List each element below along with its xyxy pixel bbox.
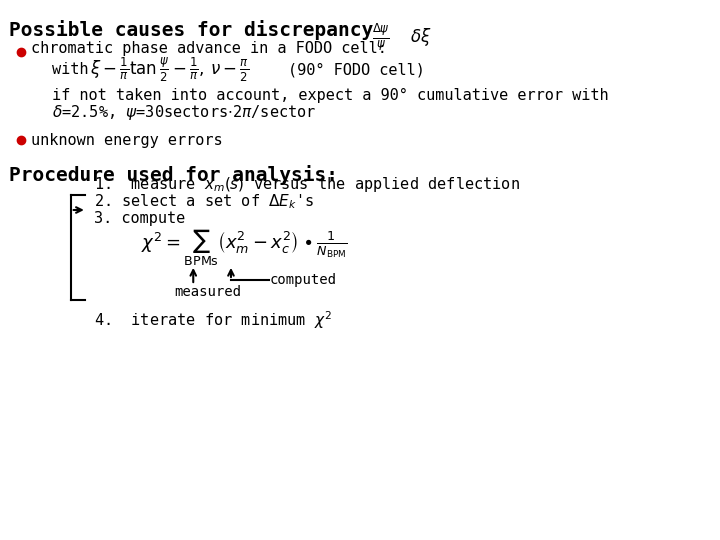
Text: computed: computed (269, 273, 337, 287)
Text: $\xi - \frac{1}{\pi}\tan\frac{\psi}{2} - \frac{1}{\pi}$$,\, \nu - \frac{\pi}{2}$: $\xi - \frac{1}{\pi}\tan\frac{\psi}{2} -… (89, 56, 248, 84)
Text: 1.  measure $x_m(s)$ versus the applied deflection: 1. measure $x_m(s)$ versus the applied d… (94, 176, 521, 194)
Text: if not taken into account, expect a 90° cumulative error with: if not taken into account, expect a 90° … (52, 87, 608, 103)
Text: 3. compute: 3. compute (94, 212, 186, 226)
Text: with: with (52, 63, 89, 78)
Text: Possible causes for discrepancy: Possible causes for discrepancy (9, 20, 374, 40)
Text: $\delta$=2.5%, $\psi$=30sectors$\cdot$2$\pi$/sector: $\delta$=2.5%, $\psi$=30sectors$\cdot$2$… (52, 103, 316, 122)
Text: $\delta\xi$: $\delta\xi$ (410, 26, 431, 48)
Text: unknown energy errors: unknown energy errors (31, 132, 222, 147)
Text: (90° FODO cell): (90° FODO cell) (287, 63, 424, 78)
Text: measured: measured (174, 285, 241, 299)
Text: Procedure used for analysis:: Procedure used for analysis: (9, 165, 338, 185)
Text: $\chi^2 = \sum_{\mathrm{BPMs}}\left(x_m^2 - x_c^2\right)\bullet\frac{1}{N_{\math: $\chi^2 = \sum_{\mathrm{BPMs}}\left(x_m^… (141, 228, 348, 268)
Text: $\frac{\Delta\psi}{\psi}$: $\frac{\Delta\psi}{\psi}$ (372, 22, 390, 53)
Text: 4.  iterate for minimum $\chi^2$: 4. iterate for minimum $\chi^2$ (94, 309, 332, 331)
Text: chromatic phase advance in a FODO cell:: chromatic phase advance in a FODO cell: (31, 40, 387, 56)
Text: 2. select a set of $\Delta E_k$'s: 2. select a set of $\Delta E_k$'s (94, 193, 315, 211)
